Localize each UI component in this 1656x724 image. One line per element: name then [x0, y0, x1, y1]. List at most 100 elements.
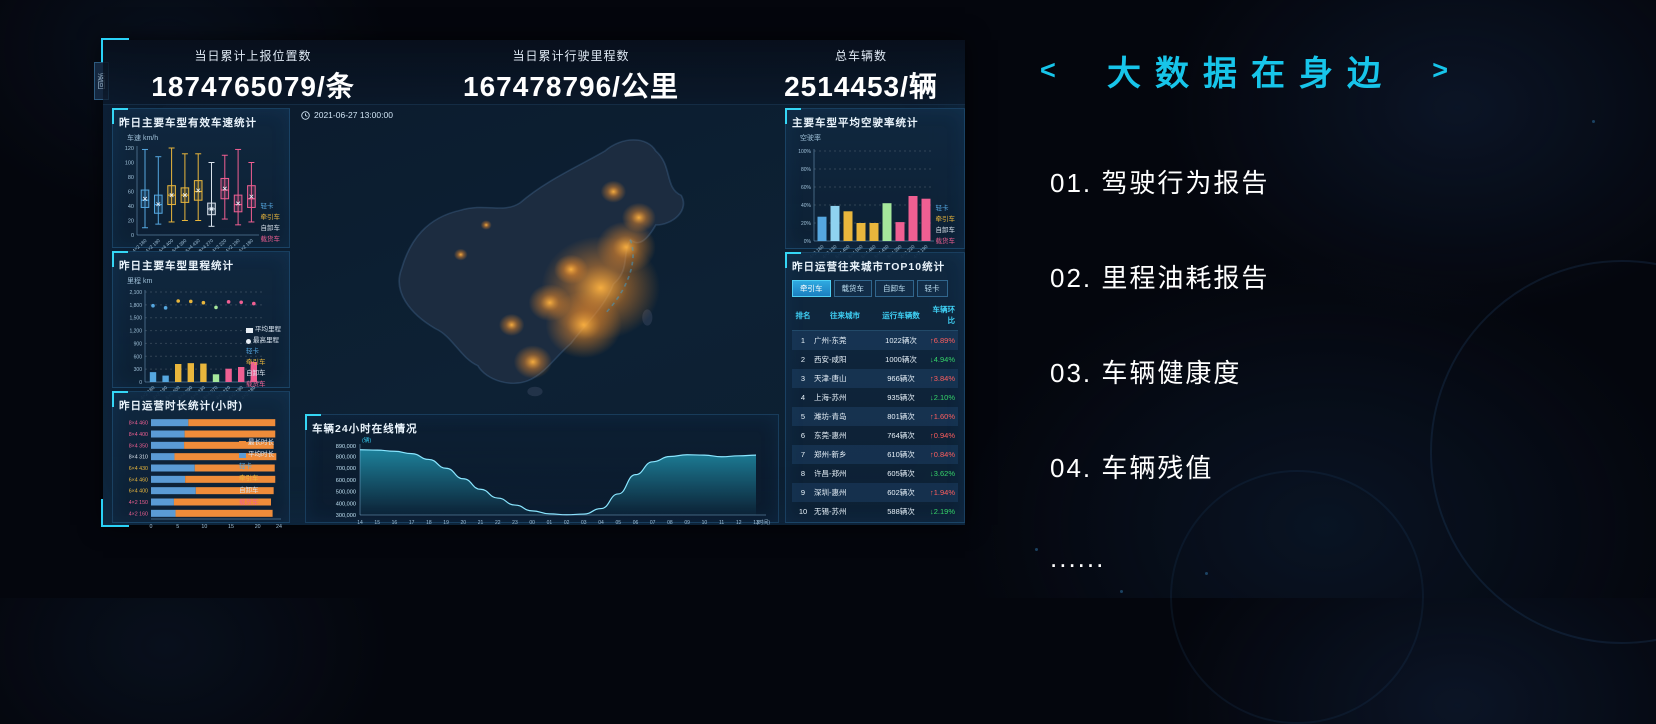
svg-text:08: 08: [667, 520, 673, 526]
clock-icon: [301, 110, 310, 120]
svg-text:500,000: 500,000: [336, 490, 356, 496]
cell-count: 966辆次: [887, 374, 915, 383]
legend-item: 平均时长: [239, 451, 274, 459]
stat-value: 2514453/辆: [784, 71, 938, 102]
svg-text:20: 20: [461, 520, 467, 526]
panel-title: 车辆24小时在线情况: [312, 423, 418, 435]
panel-title: 主要车型平均空驶率统计: [792, 117, 919, 129]
svg-text:03: 03: [581, 520, 587, 526]
tab-vehicle-type-2[interactable]: 自卸车: [875, 280, 914, 297]
more-ellipsis: ......: [1050, 543, 1106, 573]
svg-text:0%: 0%: [804, 239, 812, 245]
y-axis-unit: 里程 km: [127, 278, 153, 285]
tab-vehicle-type-1[interactable]: 载货车: [833, 280, 872, 297]
svg-text:21: 21: [478, 520, 484, 526]
duration-svg: 8×4 460 8×4 400 8×4 350 8×4 310 6×4 430 6×4 4…: [129, 419, 282, 530]
title-text: 大数据在身边: [1107, 55, 1395, 93]
col-route: 往来城市: [830, 310, 860, 320]
stat-label: 总车辆数: [834, 49, 888, 63]
panel-empty-rate: 主要车型平均空驶率统计 空驶率 0%20%40%60%80%100%4×2 16…: [785, 108, 965, 260]
page-title: < 大数据在身边 >: [1040, 46, 1448, 95]
cell-change: ↓3.62%: [929, 469, 955, 478]
table-row: 10 无锡-苏州 588辆次 ↓2.19%: [792, 502, 958, 521]
cell-route: 东莞-惠州: [814, 431, 847, 440]
svg-text:20: 20: [255, 524, 261, 530]
svg-text:8×4 400: 8×4 400: [129, 432, 148, 438]
table-row: 3 天津-唐山 966辆次 ↑3.84%: [792, 369, 958, 388]
svg-text:(辆): (辆): [362, 436, 371, 444]
table-row: 4 上海-苏州 935辆次 ↓2.10%: [792, 388, 958, 407]
empty-rate-legend: 轻卡 牵引车 自卸车 载货车: [936, 205, 956, 246]
svg-text:5: 5: [176, 524, 179, 530]
legend-item: 自卸车: [260, 225, 281, 232]
cell-count: 602辆次: [887, 488, 915, 497]
cell-rank: 6: [800, 431, 806, 440]
cell-route: 深圳-惠州: [814, 488, 847, 497]
y-axis-unit: 空驶率: [800, 135, 821, 142]
table-row: 6 东莞-惠州 764辆次 ↑0.94%: [792, 426, 958, 445]
svg-text:700,000: 700,000: [336, 466, 356, 472]
panel-online-24h: 车辆24小时在线情况 890,000 800,000 700,000 600,000 5…: [305, 414, 779, 526]
svg-text:800,000: 800,000: [336, 455, 356, 461]
cell-route: 天津-唐山: [814, 374, 847, 383]
legend-item: 牵引车: [260, 214, 281, 221]
table-row: 1 广州-东莞 1022辆次 ↑6.89%: [792, 331, 958, 350]
svg-text:890,000: 890,000: [336, 444, 356, 450]
svg-text:10: 10: [201, 524, 207, 530]
report-item-2[interactable]: 02. 里程油耗报告: [1050, 263, 1270, 293]
speed-legend: 轻卡 牵引车 自卸车 载货车: [261, 203, 281, 244]
report-item-4[interactable]: 04. 车辆残值: [1050, 453, 1214, 483]
table-header: 排名 往来城市 运行车辆数 车辆环比: [792, 304, 958, 331]
svg-text:100: 100: [125, 161, 134, 167]
svg-text:17: 17: [409, 520, 415, 526]
svg-text:06: 06: [633, 520, 639, 526]
svg-text:100%: 100%: [798, 149, 811, 155]
legend-item: 轻卡: [239, 463, 252, 470]
panel-top10-table: 昨日运营往来城市TOP10统计 牵引车 载货车 自卸车 轻卡 排名 往来城市 运行车辆…: [785, 252, 965, 523]
report-item-1[interactable]: 01. 驾驶行为报告: [1050, 168, 1270, 198]
left-arrow-icon: <: [1040, 55, 1056, 85]
svg-text:80: 80: [128, 175, 134, 181]
svg-text:80%: 80%: [801, 167, 812, 173]
cell-route: 广州-东莞: [814, 336, 847, 345]
table-row: 8 许昌-郑州 605辆次 ↓3.62%: [792, 464, 958, 483]
cell-rank: 10: [798, 507, 808, 516]
empty-rate-chart: 0%20%40%60%80%100%4×2 1604×2 1306×4 4006…: [792, 143, 958, 272]
cell-route: 西安-咸阳: [814, 355, 847, 364]
cell-rank: 7: [800, 450, 806, 459]
cell-count: 935辆次: [887, 393, 915, 402]
y-axis-unit: 车速 km/h: [127, 135, 159, 142]
legend-item: 最高里程: [246, 337, 281, 345]
svg-text:4×2 150: 4×2 150: [129, 500, 148, 506]
cell-count: 1000辆次: [885, 355, 917, 364]
cell-change: ↑0.84%: [929, 450, 955, 459]
cell-count: 610辆次: [887, 450, 915, 459]
stat-label: 当日累计行驶里程数: [512, 49, 630, 63]
cell-change: ↑3.84%: [929, 374, 955, 383]
timestamp-text: 2021-06-27 13:00:00: [314, 110, 393, 120]
cell-route: 上海-苏州: [814, 393, 847, 402]
panel-title: 昨日主要车型里程统计: [119, 260, 234, 272]
panel-speed-boxplot: 昨日主要车型有效车速统计 车速 km/h 0 20 40 60 80 100 120 4×2 …: [112, 108, 290, 254]
cell-rank: 1: [800, 336, 806, 345]
report-item-3[interactable]: 03. 车辆健康度: [1050, 358, 1242, 388]
online-24h-svg: 890,000 800,000 700,000 600,000 500,000 400,0…: [336, 436, 771, 526]
svg-text:23: 23: [512, 520, 518, 526]
legend-item: 轻卡: [935, 205, 949, 212]
tab-vehicle-type-0[interactable]: 牵引车: [792, 280, 831, 297]
duration-chart: 8×4 460 8×4 400 8×4 350 8×4 310 6×4 430 6×4 4…: [119, 413, 283, 536]
svg-text:0: 0: [131, 233, 134, 239]
tab-vehicle-type-3[interactable]: 轻卡: [916, 280, 948, 297]
cell-change: ↑1.94%: [929, 488, 955, 497]
cell-rank: 5: [800, 412, 806, 421]
svg-text:15: 15: [374, 520, 380, 526]
svg-text:300,000: 300,000: [336, 513, 356, 519]
legend-item: 牵引车: [935, 216, 956, 223]
cell-rank: 2: [800, 355, 806, 364]
svg-text:14: 14: [357, 520, 363, 526]
svg-text:6×4 430: 6×4 430: [129, 466, 148, 472]
right-arrow-icon: >: [1432, 55, 1448, 85]
svg-text:20%: 20%: [801, 221, 812, 227]
stat-value: 167478796/公里: [463, 71, 679, 102]
